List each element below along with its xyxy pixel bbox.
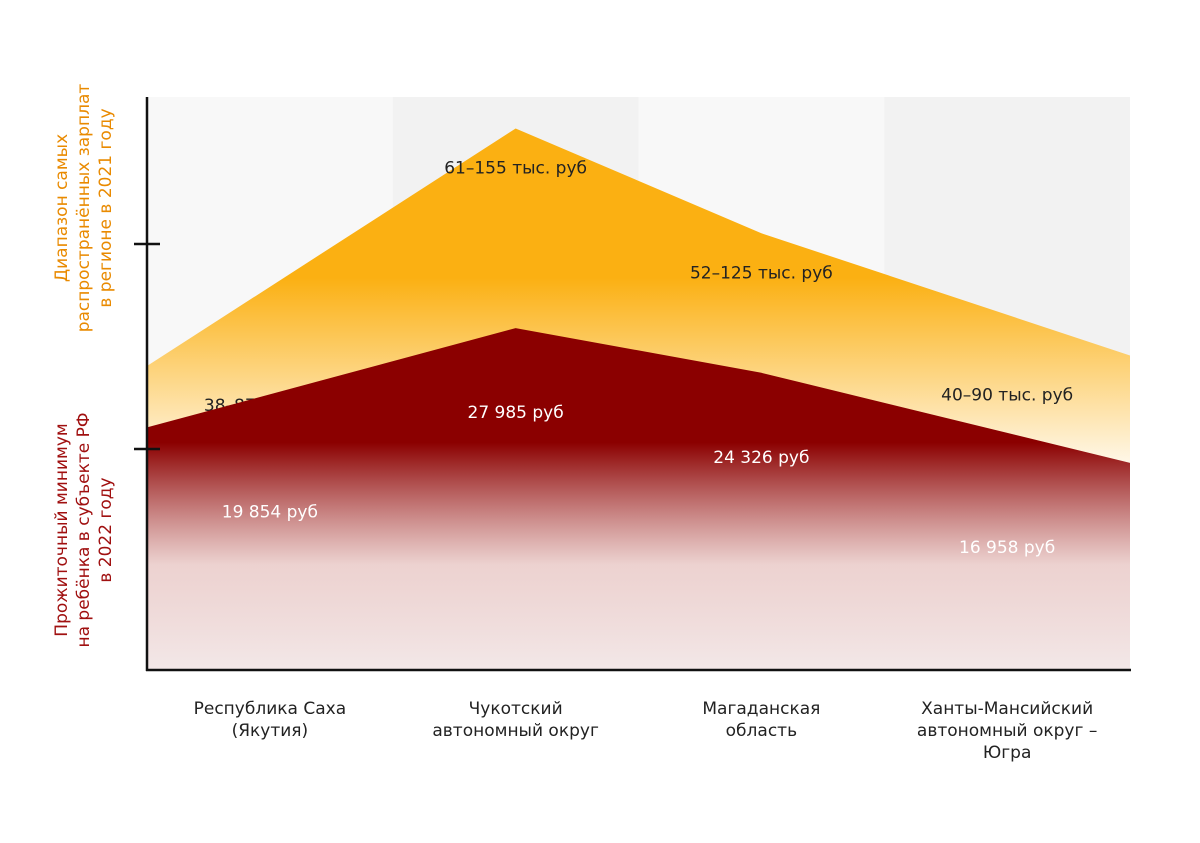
data-label: 27 985 руб [468,403,564,423]
x-tick-label: Магаданская область [702,699,821,741]
data-label: 19 854 руб [222,502,318,522]
x-tick-label: Республика Саха (Якутия) [193,699,347,741]
area [147,328,1130,670]
data-label: 16 958 руб [959,538,1055,558]
data-label: 61–155 тыс. руб [444,158,587,178]
data-label: 24 326 руб [713,448,809,468]
x-tick-label: Ханты-Мансийский автономный округ – Югра [916,699,1098,763]
y2-axis-title: Диапазон самых распространённых зарплат … [52,83,116,333]
y-axis-title: Прожиточный минимум на ребёнка в субъект… [52,412,116,648]
data-label: 40–90 тыс. руб [941,386,1073,406]
data-label: 52–125 тыс. руб [690,263,833,283]
x-tick-label: Чукотский автономный округ [432,699,599,741]
